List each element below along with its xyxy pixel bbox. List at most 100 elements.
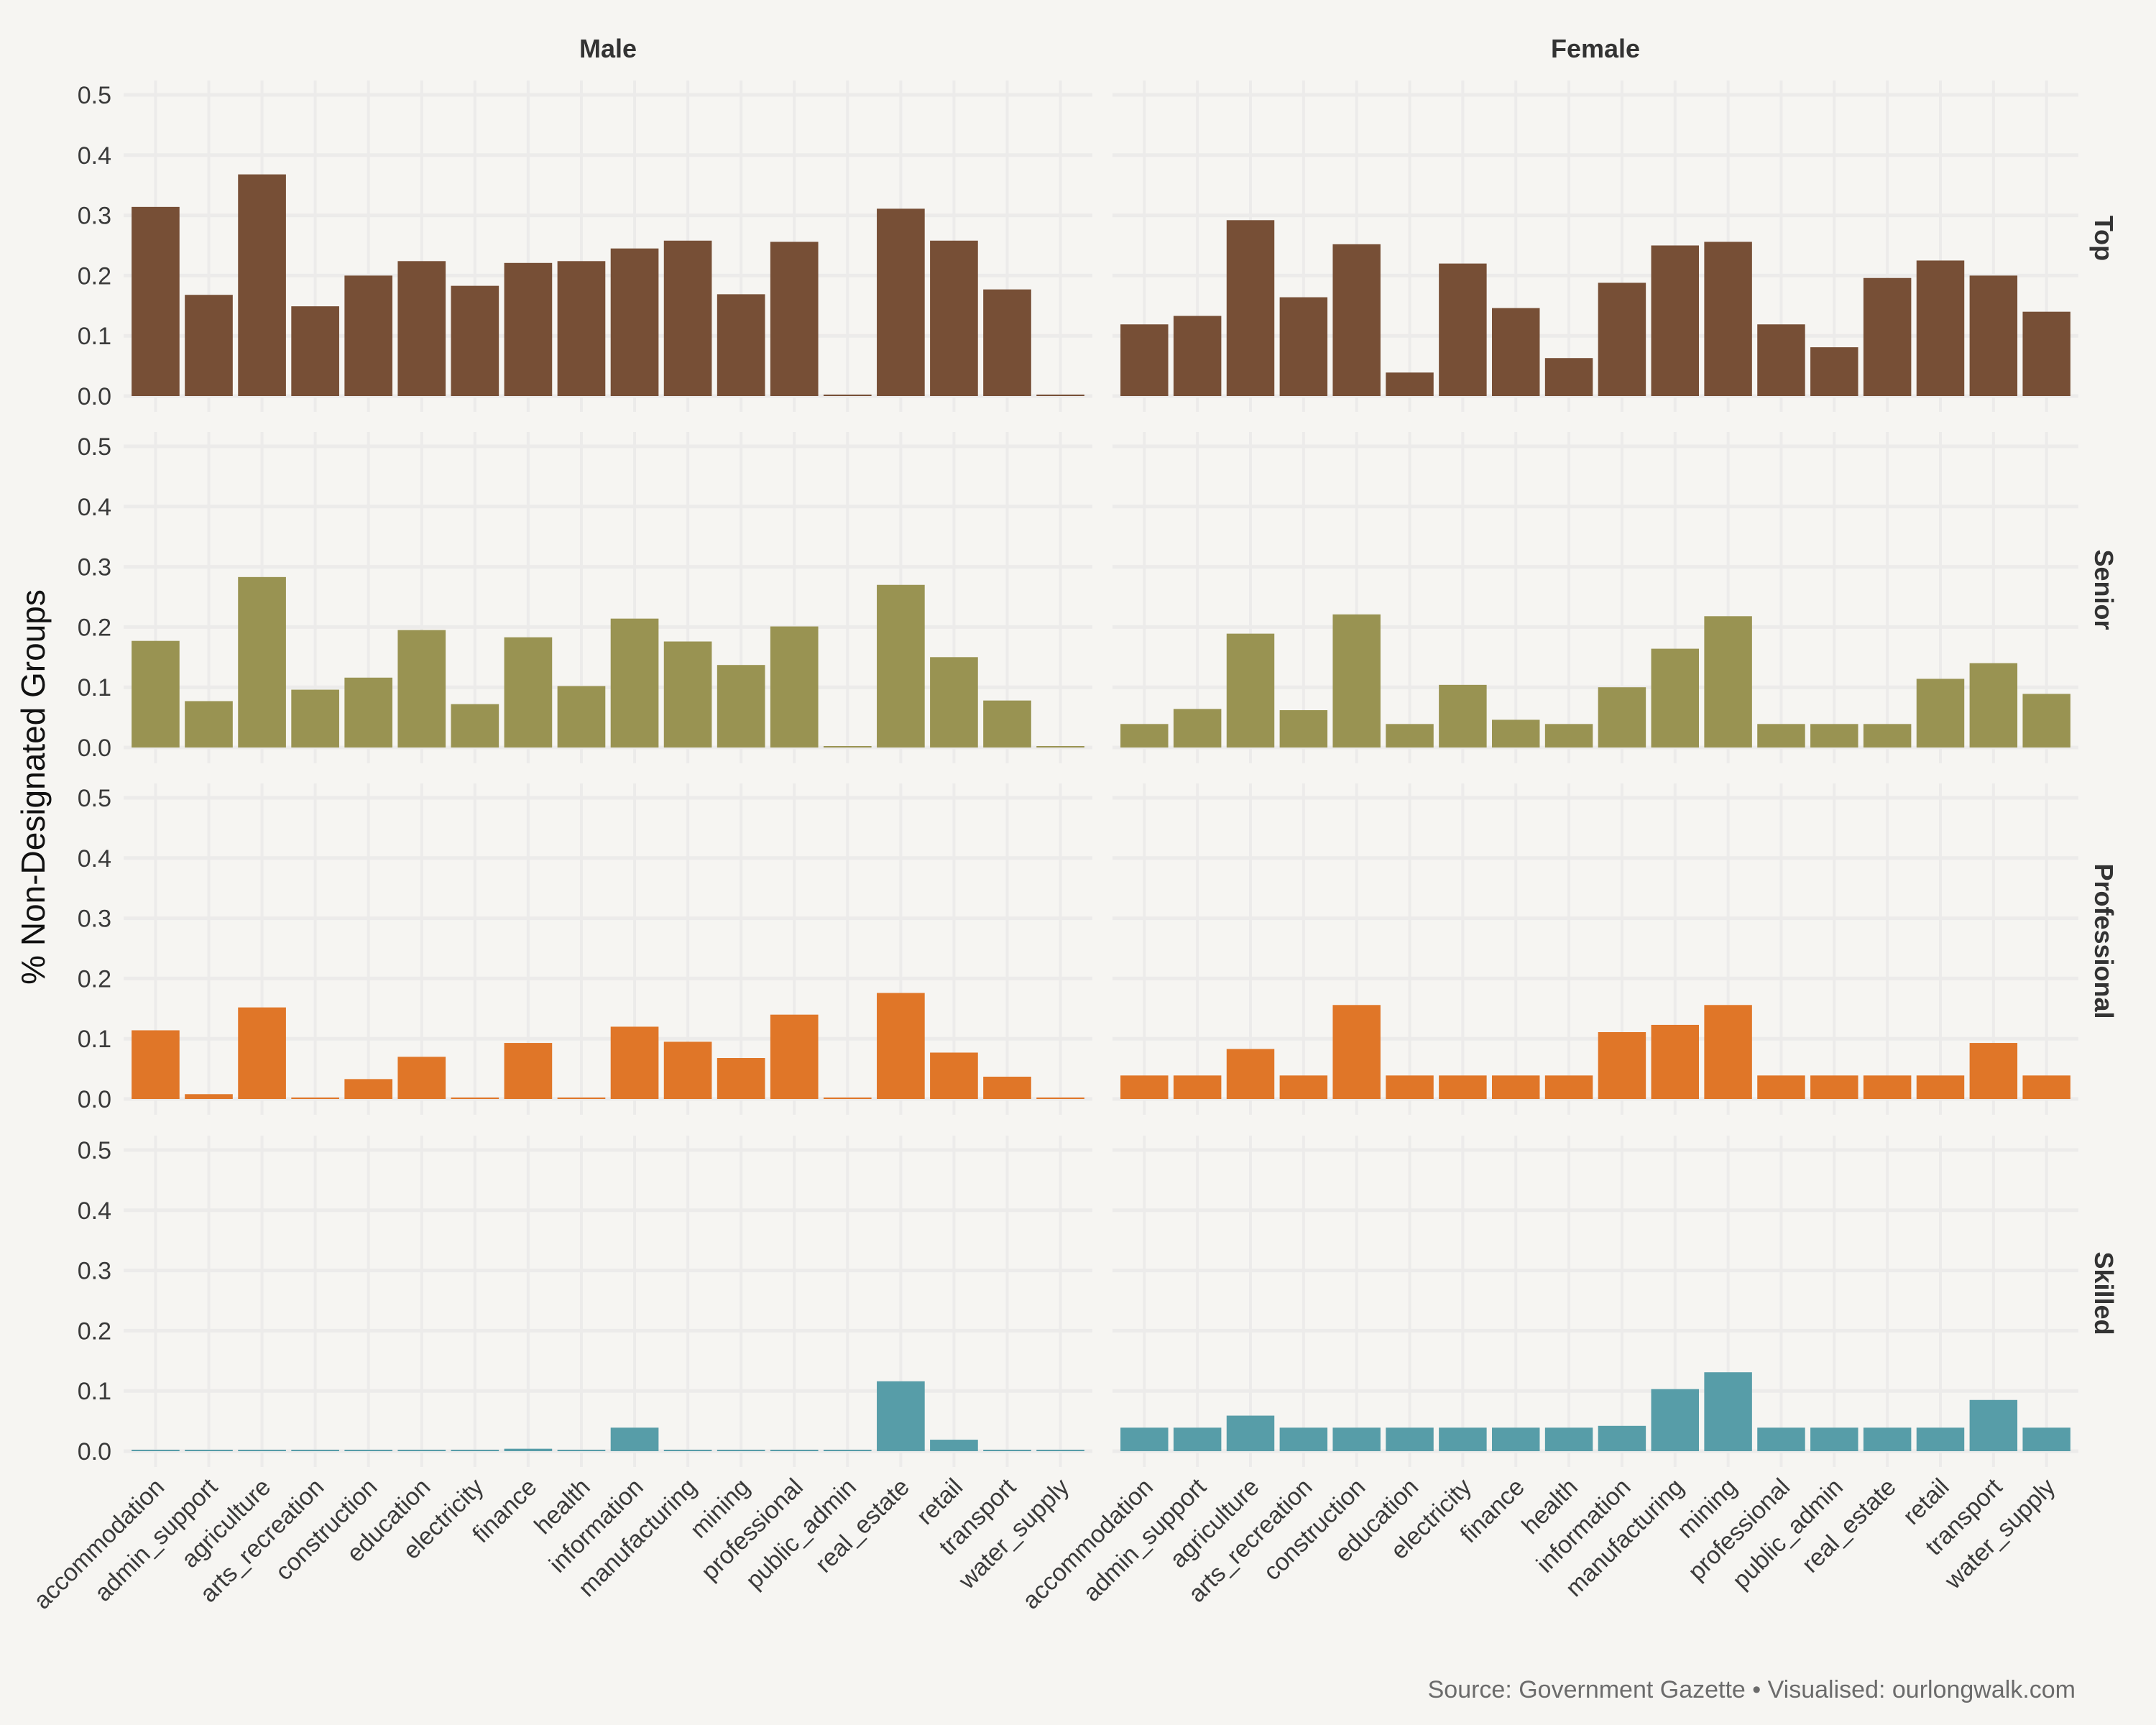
y-tick-label: 0.1 <box>78 674 111 702</box>
bar-male-skilled-health <box>557 1450 606 1451</box>
bar-male-top-public_admin <box>823 395 872 396</box>
bar-female-professional-public_admin <box>1810 1075 1858 1099</box>
bar-male-professional-education <box>397 1057 446 1099</box>
bar-male-skilled-construction <box>344 1450 393 1451</box>
bar-male-top-retail <box>930 240 978 396</box>
y-tick-label: 0.1 <box>78 1026 111 1053</box>
bar-female-skilled-finance <box>1492 1427 1540 1451</box>
bar-male-professional-health <box>557 1098 606 1099</box>
y-tick-label: 0.3 <box>78 554 111 581</box>
bar-female-senior-agriculture <box>1226 633 1275 748</box>
bar-male-professional-finance <box>504 1043 553 1099</box>
bar-male-top-accommodation <box>132 206 180 396</box>
bar-female-senior-finance <box>1492 719 1540 748</box>
bar-male-senior-water_supply <box>1036 746 1084 748</box>
bar-male-top-electricity <box>451 285 499 396</box>
bar-female-professional-mining <box>1704 1005 1752 1099</box>
bar-male-top-transport <box>983 289 1031 396</box>
bar-male-top-arts_recreation <box>291 306 339 396</box>
bar-female-professional-accommodation <box>1120 1075 1169 1099</box>
bar-female-skilled-information <box>1598 1425 1646 1451</box>
bar-female-skilled-agriculture <box>1226 1415 1275 1451</box>
facet-label-female: Female <box>1551 34 1640 63</box>
bar-female-professional-agriculture <box>1226 1049 1275 1099</box>
bar-female-top-electricity <box>1439 263 1487 396</box>
bar-female-top-manufacturing <box>1651 245 1699 396</box>
y-tick-label: 0.0 <box>78 383 111 410</box>
bar-female-senior-accommodation <box>1120 724 1169 748</box>
y-axis-title: % Non-Designated Groups <box>14 589 52 985</box>
bar-male-skilled-transport <box>983 1450 1031 1451</box>
facet-label-top: Top <box>2089 216 2119 261</box>
bar-male-senior-electricity <box>451 704 499 748</box>
bar-male-top-manufacturing <box>663 240 712 396</box>
bar-male-skilled-information <box>610 1427 659 1451</box>
bar-female-top-finance <box>1492 308 1540 396</box>
facet-label-male: Male <box>579 34 637 63</box>
bar-male-senior-transport <box>983 700 1031 748</box>
bar-male-skilled-accommodation <box>132 1450 180 1451</box>
bar-male-professional-admin_support <box>185 1094 233 1099</box>
bar-female-professional-admin_support <box>1173 1075 1222 1099</box>
y-tick-label: 0.3 <box>78 1258 111 1285</box>
facet-label-skilled: Skilled <box>2089 1251 2119 1335</box>
bar-female-skilled-accommodation <box>1120 1427 1169 1451</box>
y-tick-label: 0.0 <box>78 1438 111 1466</box>
bar-female-senior-manufacturing <box>1651 648 1699 748</box>
bar-male-senior-public_admin <box>823 746 872 748</box>
bar-male-senior-agriculture <box>238 576 286 748</box>
bar-female-professional-construction <box>1332 1005 1381 1099</box>
bar-male-skilled-agriculture <box>238 1450 286 1451</box>
bar-female-top-arts_recreation <box>1279 297 1328 396</box>
bar-female-top-agriculture <box>1226 220 1275 396</box>
y-tick-label: 0.4 <box>78 494 111 521</box>
bar-male-senior-admin_support <box>185 701 233 748</box>
bar-female-top-retail <box>1916 260 1965 396</box>
bar-male-senior-health <box>557 686 606 748</box>
y-tick-label: 0.5 <box>78 1137 111 1164</box>
bar-male-professional-electricity <box>451 1098 499 1099</box>
y-tick-label: 0.5 <box>78 82 111 109</box>
bar-female-professional-education <box>1386 1075 1434 1099</box>
bar-male-professional-mining <box>717 1058 765 1099</box>
bar-male-professional-public_admin <box>823 1098 872 1099</box>
bar-male-senior-professional <box>770 626 819 748</box>
bar-female-skilled-construction <box>1332 1427 1381 1451</box>
bar-female-skilled-arts_recreation <box>1279 1427 1328 1451</box>
bar-male-professional-information <box>610 1026 659 1099</box>
bar-female-senior-arts_recreation <box>1279 710 1328 748</box>
bar-female-professional-electricity <box>1439 1075 1487 1099</box>
bar-female-skilled-mining <box>1704 1372 1752 1451</box>
bar-female-senior-education <box>1386 724 1434 748</box>
bar-male-top-professional <box>770 242 819 396</box>
bar-male-professional-manufacturing <box>663 1041 712 1099</box>
bar-female-senior-water_supply <box>2022 694 2070 748</box>
bar-female-top-water_supply <box>2022 311 2070 396</box>
bar-female-top-transport <box>1969 275 2018 396</box>
bar-male-senior-mining <box>717 665 765 748</box>
bar-male-top-education <box>397 261 446 396</box>
bar-female-skilled-electricity <box>1439 1427 1487 1451</box>
bar-male-skilled-education <box>397 1450 446 1451</box>
source-caption: Source: Government Gazette • Visualised:… <box>1428 1676 2076 1703</box>
bar-female-senior-mining <box>1704 616 1752 748</box>
bar-male-top-real_estate <box>877 208 925 396</box>
bar-female-senior-professional <box>1757 724 1805 748</box>
bar-male-top-health <box>557 261 606 396</box>
bar-female-professional-transport <box>1969 1043 2018 1099</box>
bar-female-professional-health <box>1544 1075 1593 1099</box>
bar-female-skilled-health <box>1544 1427 1593 1451</box>
bar-female-senior-admin_support <box>1173 709 1222 748</box>
y-tick-label: 0.3 <box>78 203 111 230</box>
bar-female-senior-health <box>1544 724 1593 748</box>
bar-male-senior-information <box>610 618 659 748</box>
bar-female-top-health <box>1544 358 1593 396</box>
bar-female-top-real_estate <box>1863 277 1912 396</box>
y-tick-label: 0.2 <box>78 1317 111 1345</box>
bar-female-professional-information <box>1598 1031 1646 1099</box>
bar-male-senior-arts_recreation <box>291 689 339 748</box>
bar-female-senior-information <box>1598 687 1646 748</box>
bar-female-top-admin_support <box>1173 316 1222 396</box>
bar-male-professional-transport <box>983 1076 1031 1099</box>
y-tick-label: 0.5 <box>78 785 111 812</box>
